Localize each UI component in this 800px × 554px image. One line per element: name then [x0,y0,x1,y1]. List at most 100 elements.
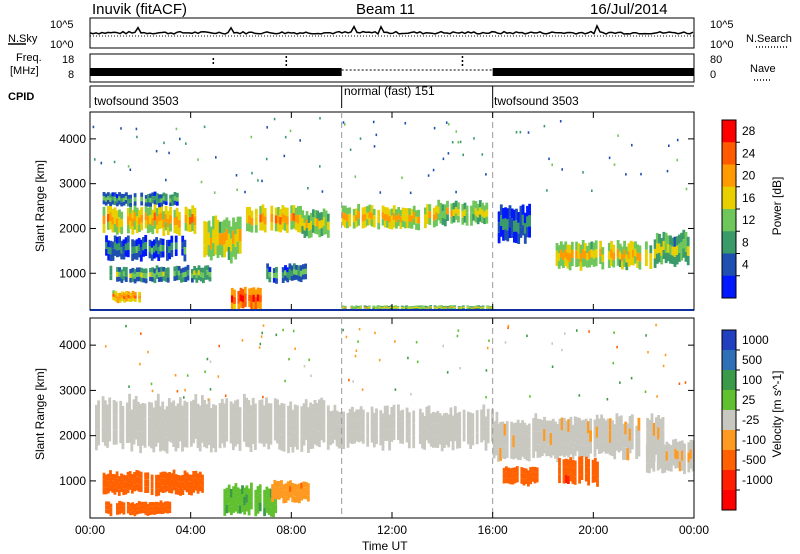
power-cell [368,211,372,219]
velocity-cell [243,409,246,426]
velocity-cell [524,478,528,484]
velocity-cell [619,427,623,439]
nave-tick-top: 80 [710,54,723,66]
velocity-cell [109,477,112,485]
velocity-cell [611,444,614,457]
power-cell [390,222,394,230]
power-cell [236,216,240,229]
power-cell [623,249,626,259]
velocity-cell [249,405,253,421]
power-cell [138,210,141,218]
power-cell [355,214,358,221]
noise-trace [89,24,694,36]
velocity-cell [505,445,509,458]
velocity-cell [497,449,500,462]
power-cell [212,229,215,243]
velocity-cell [148,416,151,432]
power-cell [135,207,139,217]
power-scatter [127,165,130,168]
velocity-cell [269,417,273,431]
velocity-cell [390,407,394,419]
power-cell [155,216,159,225]
power-cell [125,294,128,298]
power-cell [378,308,382,310]
velocity-cell [269,430,273,445]
velocity-colorbar-tick-label: 100 [742,373,762,387]
power-cell [477,305,481,307]
power-cell [263,224,267,233]
power-cell [400,306,404,308]
velocity-cell [447,414,451,426]
velocity-cell [569,416,573,430]
power-cell [174,242,178,250]
power-cell [294,222,298,231]
power-cell [118,192,121,197]
velocity-cell [520,467,524,473]
power-cell [490,306,494,308]
power-cell [479,307,483,309]
power-cell [142,273,146,278]
velocity-cell [318,399,321,416]
power-cell [432,220,436,228]
velocity-cell [122,510,126,515]
velocity-cell [613,424,617,436]
power-cell [625,262,629,271]
power-cell [164,272,168,278]
velocity-cell [282,484,286,491]
power-cell [465,219,469,226]
power-cell [115,194,119,199]
power-cell [272,268,276,273]
power-cell [124,250,128,257]
velocity-cell [245,485,249,495]
velocity-cell [425,417,429,430]
velocity-cell [159,485,163,493]
power-cell [497,211,501,222]
power-cell [316,210,319,219]
power-cell [279,224,283,233]
velocity-cell [134,395,138,411]
velocity-cell [126,479,130,486]
velocity-cell [646,429,649,442]
velocity-cell [547,432,551,445]
velocity-cell [584,464,588,474]
velocity-cell [361,420,365,433]
velocity-cell [267,403,271,419]
velocity-cell [591,475,595,483]
power-cell [186,264,190,271]
velocity-cell [103,400,107,416]
power-cell [472,200,476,208]
velocity-cell [280,480,283,486]
velocity-colorbar-tick-label: 25 [742,393,756,407]
velocity-cell [322,400,326,415]
power-cell [409,307,413,309]
velocity-cell [194,394,198,409]
power-cell [254,208,258,217]
power-scatter [485,173,487,176]
velocity-cell [503,435,507,448]
power-scatter [445,121,448,124]
power-cell [297,276,301,282]
power-cell [290,221,294,230]
velocity-cell [144,486,147,493]
velocity-cell [161,401,165,418]
velocity-cell [172,416,176,432]
power-cell [151,217,155,226]
power-cell [417,216,421,224]
power-cell [131,294,135,298]
velocity-cell [429,435,433,447]
velocity-cell [245,430,248,447]
velocity-cell [170,402,173,416]
velocity-cell [348,420,352,432]
velocity-cell [113,474,117,481]
velocity-cell [534,438,538,452]
power-cell [365,306,369,308]
power-cell [395,215,398,223]
velocity-cell [567,431,571,445]
power-cell [394,308,397,310]
power-cell [444,305,448,307]
velocity-scatter [407,356,409,360]
velocity-cell [104,474,108,482]
velocity-cell [573,416,577,430]
power-cell [140,222,144,231]
power-scatter [113,160,116,164]
